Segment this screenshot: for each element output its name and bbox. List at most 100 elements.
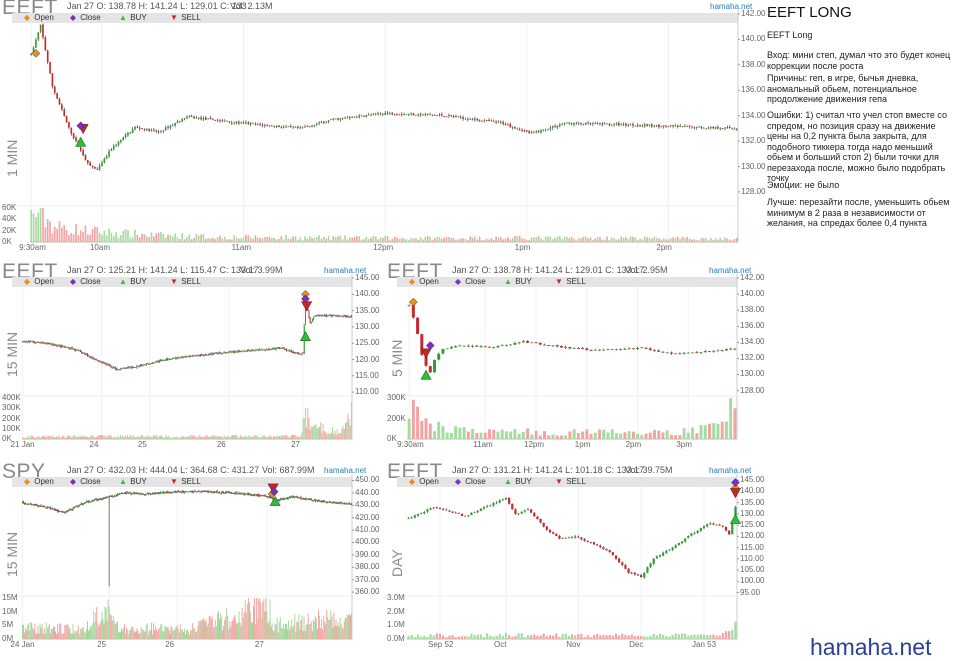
volume-bar (120, 235, 122, 242)
volume-readout: Vol: 3.99M (240, 265, 283, 275)
volume-bar (196, 437, 198, 439)
candle-body (266, 349, 268, 351)
volume-bar (186, 237, 188, 242)
volume-bar (166, 627, 168, 639)
candle-body (660, 126, 663, 128)
candle-body (631, 348, 635, 350)
volume-bar (264, 436, 266, 439)
volume-bar (122, 630, 124, 639)
volume-bar (109, 435, 111, 439)
volume-bar (246, 436, 248, 439)
candle-body (291, 351, 293, 353)
volume-bar (311, 237, 313, 242)
candle-body (605, 548, 608, 551)
volume-bar (200, 436, 202, 439)
volume-bar (734, 621, 737, 639)
candle-body (83, 503, 85, 505)
candle-body (247, 493, 249, 495)
volume-bar (48, 624, 50, 639)
candle-body (287, 497, 289, 499)
volume-bar (348, 419, 350, 439)
candle-body (462, 345, 466, 347)
volume-bar (38, 633, 40, 639)
candle-body (655, 556, 658, 559)
candle-body (282, 498, 284, 500)
brand-watermark[interactable]: hamaha.net (810, 634, 932, 660)
volume-bar (674, 237, 677, 242)
candle-body (317, 315, 319, 317)
candle-body (240, 351, 242, 352)
volume-bar (60, 437, 62, 439)
candle-body (254, 495, 256, 496)
volume-bar (724, 631, 728, 639)
volume-bar (474, 236, 476, 242)
price-tick-label: 115.00 (740, 542, 764, 552)
candle-body (176, 357, 178, 359)
volume-bar (45, 437, 47, 439)
candle-body (288, 350, 290, 352)
candle-body (423, 511, 426, 514)
volume-bar (416, 406, 420, 439)
volume-bar (85, 629, 87, 639)
candle-body (76, 349, 78, 351)
volume-bar (288, 620, 290, 639)
volume-bar (420, 636, 423, 639)
candle-body (646, 124, 648, 127)
time-tick-label: 11am (473, 440, 493, 449)
candle-body (204, 354, 206, 356)
candle-body (437, 353, 441, 360)
candle-body (644, 347, 648, 349)
volume-bar (148, 237, 151, 242)
candle-body (718, 524, 721, 526)
candle-body (101, 361, 103, 363)
volume-bar (77, 235, 80, 242)
candle-body (168, 358, 170, 360)
candle-body (270, 349, 272, 350)
price-tick-label: 134.00 (740, 337, 765, 347)
volume-bar (209, 238, 212, 242)
candle-body (115, 367, 117, 370)
volume-bar (158, 628, 160, 639)
volume-bar (632, 236, 634, 242)
time-tick-label: 9:30am (19, 243, 46, 252)
candle-body (28, 503, 30, 505)
volume-bar (367, 238, 370, 242)
time-tick-label: 12pm (524, 440, 545, 449)
volume-bar (130, 434, 132, 439)
candle-body (265, 496, 267, 497)
volume-bar (262, 435, 264, 439)
candle-body (574, 536, 577, 538)
candle-body (728, 530, 731, 535)
candle-body (274, 348, 276, 350)
volume-bar (263, 236, 266, 242)
volume-bar (209, 615, 211, 639)
candle-body (101, 162, 103, 166)
volume-bar (674, 633, 677, 639)
price-tick-label: 128.00 (741, 186, 766, 196)
volume-bar (726, 238, 729, 242)
volume-bar (570, 236, 573, 242)
candle-body (162, 359, 164, 361)
candle-body (71, 509, 73, 511)
candle-body (346, 503, 348, 505)
candle-body (304, 126, 306, 128)
candle-body (235, 121, 238, 124)
volume-bar (329, 619, 331, 639)
candle-body (208, 491, 210, 493)
volume-bar (131, 237, 134, 242)
candle-body (479, 508, 482, 511)
volume-bar (127, 229, 129, 242)
volume-bar (140, 626, 142, 639)
legend-buy-label: BUY (513, 277, 532, 286)
candle-body (561, 124, 564, 125)
volume-bar (201, 437, 203, 439)
legend-close-label: Close (78, 13, 101, 22)
candle-body (44, 506, 46, 508)
candle-body (592, 123, 594, 125)
volume-bar (113, 621, 115, 639)
candle-body (295, 496, 297, 498)
candle-body (185, 356, 187, 357)
volume-bar (407, 239, 410, 242)
volume-bar (289, 630, 291, 639)
candle-body (136, 493, 138, 494)
